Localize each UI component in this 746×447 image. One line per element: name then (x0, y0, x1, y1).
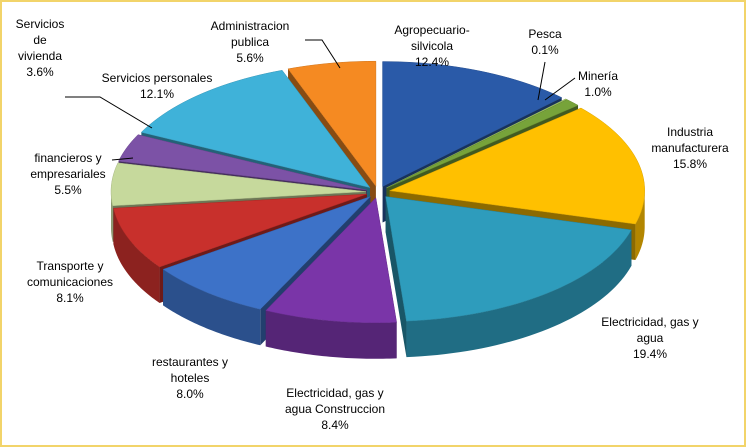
slice (162, 196, 371, 310)
data-label-name: financieros y empresariales (30, 151, 105, 181)
leader-line (544, 77, 576, 101)
leader-line (65, 96, 153, 129)
data-label-name: Pesca (528, 27, 562, 41)
slice-side (265, 310, 397, 359)
data-label-value: 15.8% (673, 157, 707, 171)
slice (382, 61, 563, 187)
leader-line (305, 39, 341, 69)
data-label-name: Transporte y comunicaciones (27, 259, 113, 289)
data-label-value: 12.4% (415, 55, 449, 69)
slice (113, 193, 367, 268)
data-label-name: Electricidad, gas y agua Construccion (285, 386, 385, 416)
data-label-value: 1.0% (584, 85, 612, 99)
slice-side (163, 269, 261, 346)
data-label-value: 3.6% (26, 65, 54, 79)
data-label-name: Administracion publica (211, 19, 290, 49)
data-label-value: 12.1% (140, 87, 174, 101)
data-label-value: 0.1% (531, 43, 559, 57)
data-label-value: 8.1% (56, 291, 84, 305)
data-label-value: 8.4% (321, 418, 349, 432)
slice (388, 107, 645, 225)
data-label-name: restaurantes y hoteles (152, 355, 228, 385)
leader-line (111, 157, 134, 161)
data-label-value: 19.4% (633, 347, 667, 361)
data-label-name: Electricidad, gas y agua (601, 315, 698, 345)
data-label-name: Servicios personales (102, 71, 213, 85)
leader-line (537, 61, 546, 101)
data-label-name: Minería (578, 69, 618, 83)
slice (386, 98, 568, 189)
slice-side (113, 208, 160, 303)
data-label-value: 5.6% (236, 51, 264, 65)
slice (385, 196, 632, 322)
slice (386, 99, 579, 189)
slice-wall (385, 196, 407, 358)
slice (140, 70, 371, 189)
data-label-name: Industria manufacturera (651, 125, 729, 155)
data-label-value: 5.5% (54, 183, 82, 197)
slice (265, 197, 397, 324)
data-label-name: Servicios de vivienda (16, 17, 65, 63)
slice (110, 162, 367, 207)
data-label-value: 8.0% (176, 387, 204, 401)
slice (287, 60, 377, 187)
slice-side (406, 229, 632, 358)
data-label-name: Agropecuario-silvicola (394, 23, 469, 53)
